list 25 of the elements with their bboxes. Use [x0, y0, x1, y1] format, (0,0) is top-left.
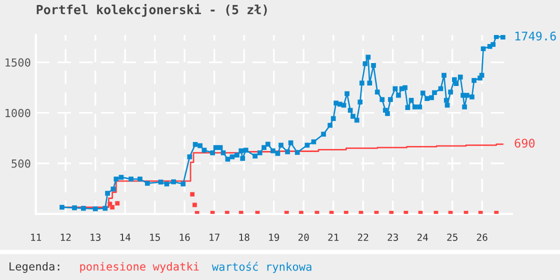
x-tick-label: 17: [210, 234, 220, 241]
chart-title: Portfel kolekcjonerski - (5 zł): [36, 4, 267, 17]
x-tick-label: 23: [388, 234, 398, 241]
x-tick-label: 12: [60, 234, 71, 241]
x-tick-label: 16: [180, 234, 190, 241]
x-tick-label: 26: [476, 234, 488, 241]
x-tick-label: 13: [90, 234, 100, 241]
x-tick-label: 24: [417, 234, 428, 241]
x-tick-label: 14: [120, 234, 130, 241]
x-tick-label: 25: [447, 234, 458, 241]
data-label: 690: [514, 138, 535, 148]
x-tick-label: 19: [269, 234, 280, 241]
x-tick-label: 21: [328, 234, 339, 241]
y-tick-label: 1000: [6, 108, 30, 118]
data-label: 1749.6: [515, 32, 556, 41]
x-tick-label: 15: [150, 234, 160, 241]
text: wartość rynkowa: [212, 262, 312, 273]
x-tick-label: 22: [358, 234, 368, 241]
x-tick-label: 11: [31, 234, 42, 241]
y-tick-label: 500: [12, 159, 30, 168]
x-tick-label: 18: [239, 234, 250, 241]
x-tick-label: 20: [298, 234, 309, 241]
text: poniesione wydatki: [80, 262, 199, 273]
legend-title: Legenda:: [10, 262, 60, 273]
y-tick-label: 1500: [6, 58, 30, 67]
